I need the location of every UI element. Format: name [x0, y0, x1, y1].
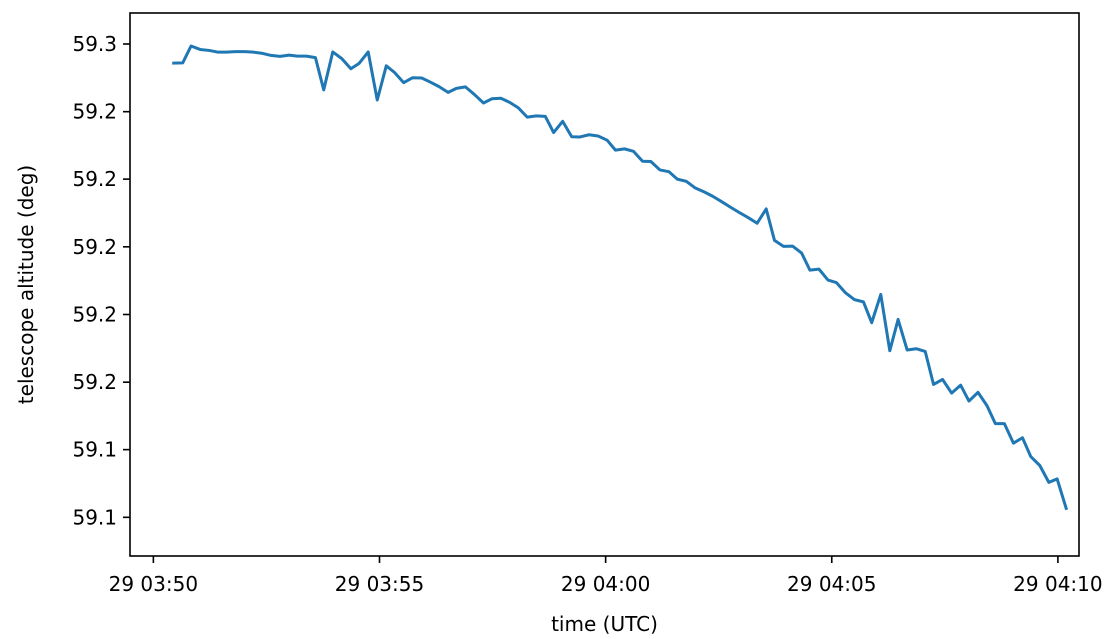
x-axis-label: time (UTC) [551, 612, 658, 636]
x-tick-label: 29 03:55 [335, 572, 424, 596]
y-tick-label: 59.2 [72, 370, 117, 394]
x-tick-label: 29 03:50 [109, 572, 198, 596]
plot-area [172, 44, 1069, 511]
y-tick-label: 59.1 [72, 505, 117, 529]
y-tick-label: 59.3 [72, 32, 117, 56]
x-tick-label: 29 04:10 [1013, 572, 1102, 596]
y-axis-label: telescope altitude (deg) [14, 165, 38, 404]
x-tick-label: 29 04:05 [787, 572, 876, 596]
axes-frame [129, 12, 1080, 557]
y-tick-label: 59.2 [72, 100, 117, 124]
series-line-0 [172, 44, 1069, 511]
y-axis-ticks: 59.3 59.2 59.2 59.2 59.2 59.2 59.1 59.1 [72, 32, 130, 529]
y-tick-label: 59.2 [72, 167, 117, 191]
x-tick-label: 29 04:00 [561, 572, 650, 596]
y-tick-label: 59.2 [72, 303, 117, 327]
y-tick-label: 59.1 [72, 438, 117, 462]
y-tick-label: 59.2 [72, 235, 117, 259]
x-axis-ticks: 29 03:50 29 03:55 29 04:00 29 04:05 29 04:10 [109, 556, 1103, 596]
